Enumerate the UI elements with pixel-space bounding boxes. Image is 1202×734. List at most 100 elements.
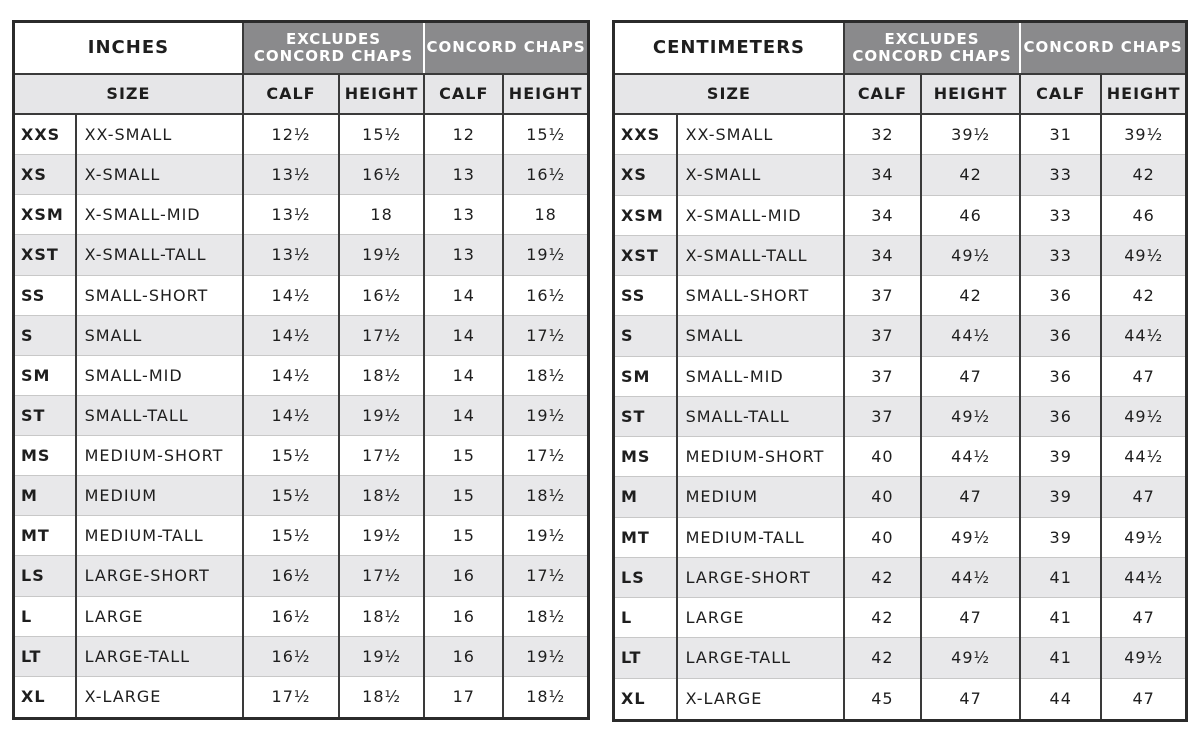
- size-code: XL: [12, 675, 77, 720]
- size-code: LT: [12, 635, 77, 677]
- measurement: 37: [842, 395, 923, 438]
- measurement: 15: [423, 434, 505, 477]
- measurement: 16: [423, 555, 505, 597]
- size-row: MT MEDIUM-TALL 40 49½ 39 49½: [612, 516, 1188, 558]
- size-name: MEDIUM-SHORT: [675, 436, 845, 478]
- measurement: 13: [423, 194, 505, 236]
- measurement: 19½: [502, 635, 590, 677]
- size-code: SM: [612, 355, 678, 397]
- measurement: 15: [423, 515, 505, 557]
- size-code: S: [12, 314, 77, 356]
- measurement: 14½: [241, 314, 341, 356]
- size-name: LARGE-TALL: [675, 637, 845, 679]
- size-row: XST X-SMALL-TALL 34 49½ 33 49½: [612, 234, 1188, 277]
- group-header: CONCORD CHAPS: [423, 20, 590, 75]
- measurement: 13½: [241, 154, 341, 196]
- measurement: 17½: [241, 675, 341, 720]
- measurement: 44½: [919, 315, 1022, 357]
- size-row: M MEDIUM 15½ 18½ 15 18½: [12, 475, 590, 517]
- measurement: 13: [423, 154, 505, 196]
- size-code: M: [612, 476, 678, 518]
- size-code: XSM: [12, 194, 77, 236]
- size-row: XST X-SMALL-TALL 13½ 19½ 13 19½: [12, 234, 590, 276]
- size-row: MS MEDIUM-SHORT 40 44½ 39 44½: [612, 436, 1188, 478]
- measurement: 17½: [502, 555, 590, 597]
- size-code: XXS: [12, 112, 77, 156]
- measurement: 42: [919, 154, 1022, 196]
- size-name: SMALL-MID: [74, 354, 244, 396]
- size-name: MEDIUM-TALL: [74, 515, 244, 557]
- size-row: L LARGE 16½ 18½ 16 18½: [12, 595, 590, 637]
- measurement: 18½: [338, 675, 426, 720]
- size-row: XSM X-SMALL-MID 34 46 33 46: [612, 194, 1188, 236]
- measurement: 47: [1100, 597, 1188, 639]
- measurement: 40: [842, 476, 923, 518]
- centimeters-table: CENTIMETERS EXCLUDES CONCORD CHAPS CONCORD…: [612, 20, 1188, 722]
- size-row: ST SMALL-TALL 14½ 19½ 14 19½: [12, 394, 590, 437]
- size-row: XS X-SMALL 13½ 16½ 13 16½: [12, 154, 590, 196]
- measurement: 16½: [241, 555, 341, 597]
- subheader-row: SIZE CALF HEIGHT CALF HEIGHT: [612, 73, 1188, 115]
- measurement: 42: [842, 597, 923, 639]
- size-name: X-SMALL: [74, 154, 244, 196]
- size-name: LARGE: [74, 595, 244, 637]
- size-row: SS SMALL-SHORT 37 42 36 42: [612, 275, 1188, 317]
- measurement: 39: [1019, 436, 1103, 478]
- size-row: SM SMALL-MID 37 47 36 47: [612, 355, 1188, 397]
- measurement: 14½: [241, 274, 341, 316]
- size-code: XS: [612, 154, 678, 196]
- measurement: 39½: [919, 112, 1022, 156]
- measurement: 36: [1019, 355, 1103, 397]
- measurement: 47: [919, 355, 1022, 397]
- measurement: 49½: [919, 234, 1022, 277]
- measurement: 14: [423, 394, 505, 437]
- measurement: 14: [423, 354, 505, 396]
- column-header: HEIGHT: [502, 73, 590, 115]
- size-row: MT MEDIUM-TALL 15½ 19½ 15 19½: [12, 515, 590, 557]
- measurement: 14: [423, 314, 505, 356]
- measurement: 47: [919, 597, 1022, 639]
- measurement: 49½: [919, 516, 1022, 558]
- size-name: LARGE-TALL: [74, 635, 244, 677]
- size-name: X-SMALL-TALL: [675, 234, 845, 277]
- inches-table: INCHES EXCLUDES CONCORD CHAPS CONCORD CHAP…: [12, 20, 590, 720]
- measurement: 17½: [502, 434, 590, 477]
- size-name: SMALL-TALL: [74, 394, 244, 437]
- size-row: LS LARGE-SHORT 16½ 17½ 16 17½: [12, 555, 590, 597]
- measurement: 16½: [338, 154, 426, 196]
- header-row: CENTIMETERS EXCLUDES CONCORD CHAPS CONCORD…: [612, 20, 1188, 75]
- measurement: 36: [1019, 315, 1103, 357]
- size-code: MT: [612, 516, 678, 558]
- size-code: SM: [12, 354, 77, 396]
- measurement: 49½: [919, 637, 1022, 679]
- size-name: SMALL-TALL: [675, 395, 845, 438]
- size-name: MEDIUM: [675, 476, 845, 518]
- subheader-row: SIZE CALF HEIGHT CALF HEIGHT: [12, 73, 590, 115]
- size-name: X-SMALL-MID: [675, 194, 845, 236]
- measurement: 15: [423, 475, 505, 517]
- size-code: ST: [612, 395, 678, 438]
- measurement: 14: [423, 274, 505, 316]
- measurement: 19½: [502, 234, 590, 276]
- size-code: LS: [12, 555, 77, 597]
- measurement: 33: [1019, 154, 1103, 196]
- size-name: SMALL-SHORT: [675, 275, 845, 317]
- measurement: 19½: [338, 234, 426, 276]
- size-code: XST: [12, 234, 77, 276]
- measurement: 13½: [241, 194, 341, 236]
- measurement: 14½: [241, 354, 341, 396]
- size-row: XXS XX-SMALL 32 39½ 31 39½: [612, 112, 1188, 156]
- measurement: 44: [1019, 677, 1103, 722]
- column-header: SIZE: [12, 73, 244, 115]
- size-code: LS: [612, 556, 678, 599]
- table-title: INCHES: [12, 21, 244, 75]
- measurement: 44½: [919, 436, 1022, 478]
- measurement: 16½: [241, 635, 341, 677]
- measurement: 36: [1019, 275, 1103, 317]
- measurement: 49½: [1100, 234, 1188, 277]
- measurement: 39: [1019, 516, 1103, 558]
- size-name: SMALL: [675, 315, 845, 357]
- size-name: X-LARGE: [74, 675, 244, 720]
- size-row: XL X-LARGE 45 47 44 47: [612, 677, 1188, 722]
- measurement: 36: [1019, 395, 1103, 438]
